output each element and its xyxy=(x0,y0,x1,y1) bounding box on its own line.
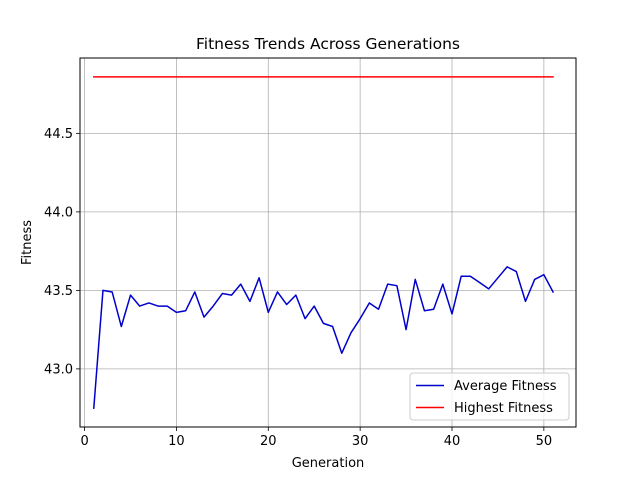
x-tick-label: 20 xyxy=(260,434,277,449)
y-tick-label: 43.5 xyxy=(44,284,73,299)
chart-title: Fitness Trends Across Generations xyxy=(196,35,460,53)
plot-area xyxy=(80,58,576,427)
grid xyxy=(80,58,576,427)
x-tick-label: 0 xyxy=(80,434,88,449)
legend-box xyxy=(409,372,570,421)
x-tick-label: 30 xyxy=(352,434,369,449)
legend: Average Fitness Highest Fitness xyxy=(409,372,570,421)
ticks: 0 10 20 30 40 50 43.0 43.5 44.0 44.5 xyxy=(44,127,552,449)
y-tick-label: 43.0 xyxy=(44,362,73,377)
x-axis-label: Generation xyxy=(292,456,365,471)
legend-label-highest: Highest Fitness xyxy=(454,401,553,416)
y-tick-label: 44.0 xyxy=(44,205,73,220)
x-tick-label: 50 xyxy=(536,434,553,449)
series-line-average-fitness xyxy=(92,266,555,409)
plot-frame xyxy=(79,57,577,428)
x-tick-label: 10 xyxy=(168,434,185,449)
series-lines xyxy=(92,76,555,409)
y-tick-label: 44.5 xyxy=(44,127,73,142)
y-axis-label: Fitness xyxy=(20,220,35,265)
legend-label-average: Average Fitness xyxy=(454,379,557,394)
x-tick-label: 40 xyxy=(444,434,461,449)
